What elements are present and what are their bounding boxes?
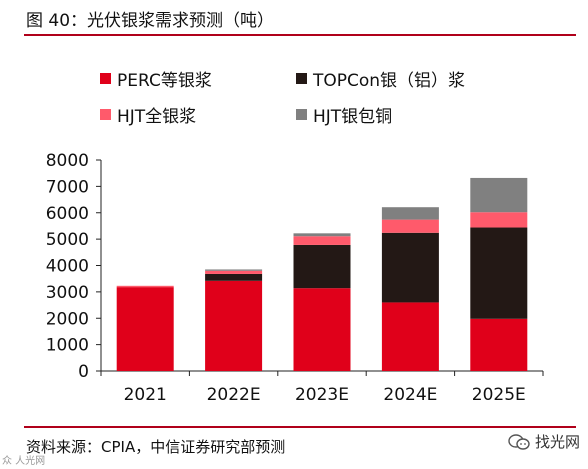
y-tick-label: 4000 (46, 257, 89, 277)
legend-label-hjt-silver: HJT全银浆 (117, 107, 197, 127)
legend-swatch-hjt-silver (100, 109, 111, 120)
bar-segment-topcon (293, 244, 351, 289)
bar-segment-perc (205, 280, 263, 371)
legend-item-hjt-silver: HJT全银浆 (100, 102, 196, 127)
bar-segment-hjt-copper (205, 269, 263, 271)
bar-segment-hjt-silver (116, 285, 174, 288)
source-divider (24, 426, 576, 428)
y-tick-label: 0 (78, 362, 89, 382)
y-tick-label: 5000 (46, 230, 89, 250)
bar-segment-perc (293, 288, 351, 371)
bar-segment-hjt-silver (470, 212, 528, 228)
y-tick-label: 2000 (46, 309, 89, 329)
y-tick-label: 6000 (46, 204, 89, 224)
legend-item-perc: PERC等银浆 (100, 66, 212, 91)
source-note: 资料来源：CPIA，中信证券研究部预测 (26, 438, 286, 456)
watermark-text: 找光网 (534, 433, 580, 451)
legend-label-topcon: TOPCon银（铝）浆 (313, 71, 466, 91)
y-axis: 0 1000 2000 3000 4000 5000 6000 7000 8000 (46, 151, 102, 382)
bar-segment-hjt-copper (470, 177, 528, 213)
y-tick-label: 1000 (46, 336, 89, 356)
x-tick-label: 2022E (207, 385, 261, 405)
legend-item-topcon: TOPCon银（铝）浆 (296, 66, 465, 91)
y-tick-label: 7000 (46, 177, 89, 197)
y-tick-label: 3000 (46, 283, 89, 303)
legend-swatch-topcon (296, 73, 307, 84)
legend-label-perc: PERC等银浆 (117, 71, 212, 91)
bar-segment-perc (381, 302, 439, 371)
title-divider (24, 34, 576, 36)
x-tick-label: 2021 (124, 385, 167, 405)
x-axis: 2021 2022E 2023E 2024E 2025E (100, 370, 544, 405)
bar-segment-topcon (205, 273, 263, 281)
bar-segment-hjt-silver (293, 236, 351, 245)
bar-segment-topcon (381, 232, 439, 303)
bar-segment-hjt-silver (205, 270, 263, 274)
chat-bubble-icon (508, 433, 530, 450)
x-tick-label: 2023E (295, 385, 349, 405)
legend-item-hjt-copper: HJT银包铜 (296, 102, 392, 127)
bar-segment-hjt-copper (293, 233, 351, 237)
watermark-left: 众 人光网 (2, 456, 46, 467)
bar-segment-hjt-copper (381, 207, 439, 220)
legend-swatch-hjt-copper (296, 109, 307, 120)
x-tick-label: 2025E (472, 385, 526, 405)
figure-title: 图 40：光伏银浆需求预测（吨） (26, 11, 275, 31)
bar-segment-hjt-silver (381, 219, 439, 233)
bar-segment-topcon (470, 227, 528, 319)
bar-segment-perc (470, 318, 528, 371)
legend-swatch-perc (100, 73, 111, 84)
x-tick-label: 2024E (383, 385, 437, 405)
watermark: 找光网 (508, 431, 580, 452)
legend-label-hjt-copper: HJT银包铜 (313, 107, 393, 127)
bar-groups (116, 177, 528, 371)
y-tick-label: 8000 (46, 151, 89, 171)
bar-segment-perc (116, 287, 174, 371)
